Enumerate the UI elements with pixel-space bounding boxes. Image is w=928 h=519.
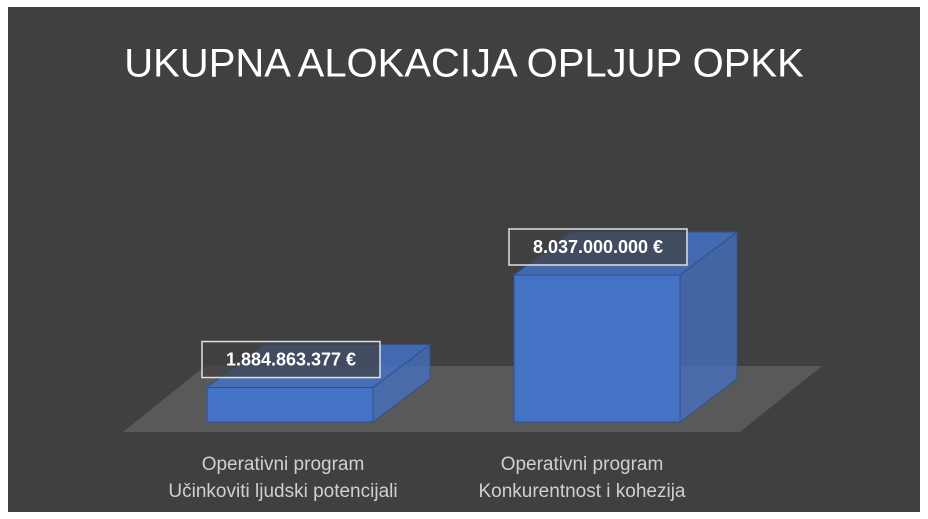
data-label-box (508, 228, 688, 266)
chart-title: UKUPNA ALOKACIJA OPLJUP OPKK (124, 42, 804, 86)
data-label-box (201, 340, 381, 379)
bar (513, 274, 681, 423)
bar (206, 387, 374, 423)
x-tick-label: Operativni program Konkurentnost i kohez… (478, 454, 686, 502)
data-label: 8.037.000.000 € (533, 237, 663, 257)
x-tick-label: Operativni program Učinkoviti ljudski po… (168, 454, 398, 502)
data-label: 1.884.863.377 € (226, 349, 356, 369)
